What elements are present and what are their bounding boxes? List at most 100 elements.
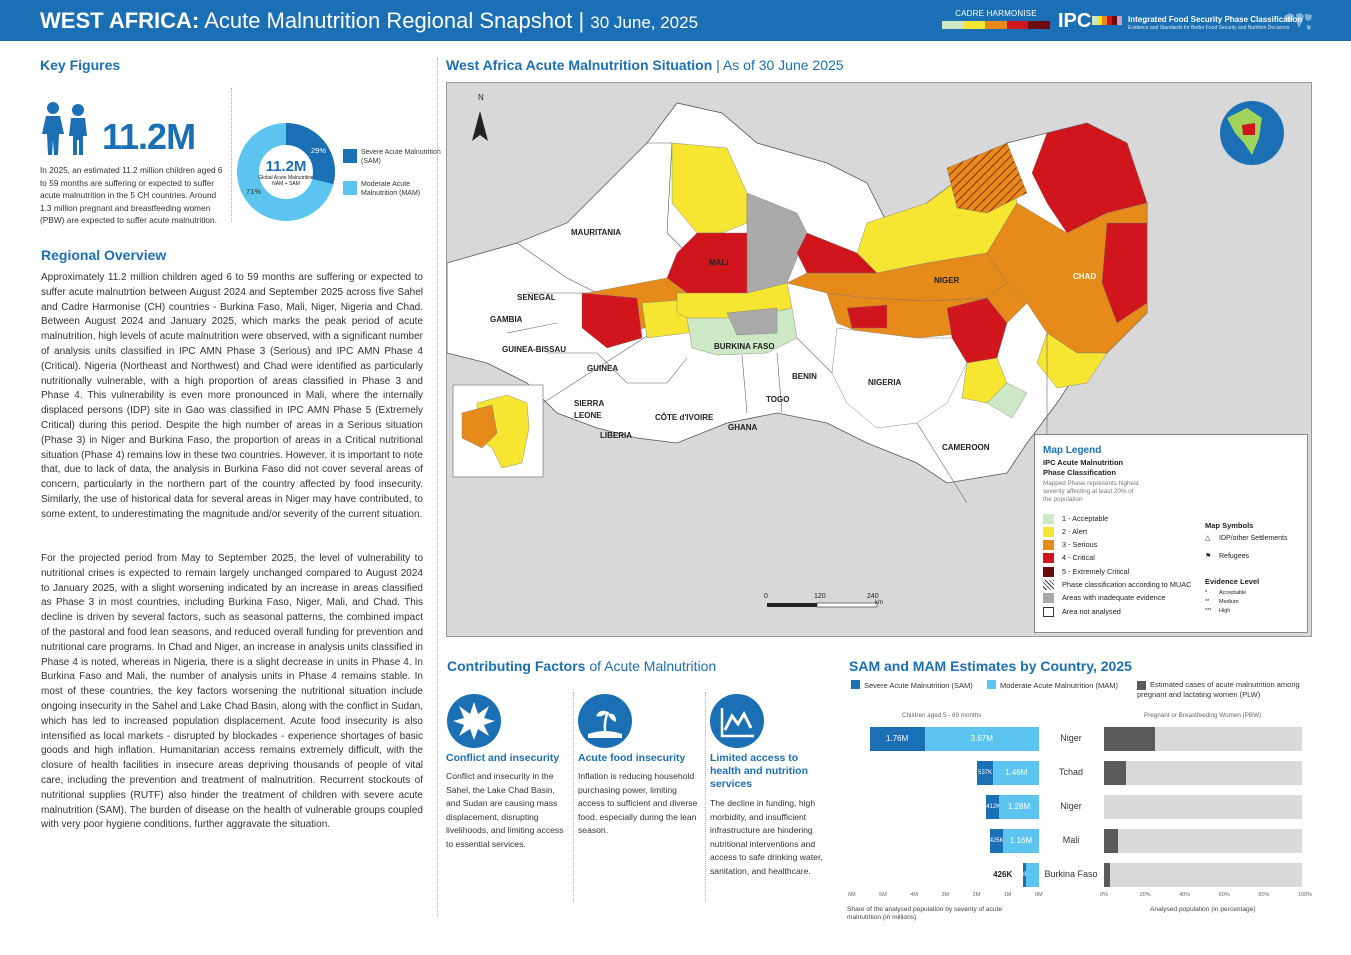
niger-tillaberi bbox=[796, 232, 878, 274]
label-nigeria: NIGERIA bbox=[868, 378, 902, 387]
legend-subtitle: IPC Acute Malnutrition Phase Classificat… bbox=[1043, 458, 1124, 477]
label-burkina-faso: BURKINA FASO bbox=[714, 342, 775, 351]
country-label: Burkina Faso bbox=[1044, 869, 1098, 879]
tick-label: 2M bbox=[972, 892, 981, 898]
bar-mam-label: 426K bbox=[993, 870, 1013, 879]
column-divider bbox=[437, 58, 438, 916]
legend-phase-4: 4 - Critical bbox=[1043, 553, 1095, 564]
north-label: N bbox=[478, 93, 484, 102]
factor-1-title: Conflict and insecurity bbox=[446, 752, 560, 764]
nigeria-northwest bbox=[846, 304, 888, 329]
bar-sam: 83K bbox=[1023, 863, 1026, 887]
donut-legend-sam: Severe Acute Malnutrition (SAM) bbox=[343, 148, 441, 166]
bar-mam bbox=[1025, 863, 1039, 887]
legend-title: Map Legend bbox=[1043, 445, 1102, 456]
bar-sam: 412K bbox=[986, 795, 1000, 819]
nigeria-east-acceptable bbox=[986, 382, 1028, 419]
legend-symbol-refugees: ⚑ Refugees bbox=[1205, 553, 1249, 560]
title-region: WEST AFRICA: bbox=[40, 8, 200, 33]
tick-label: 3M bbox=[941, 892, 950, 898]
tick-label: 60% bbox=[1218, 892, 1230, 898]
plw-bar bbox=[1104, 761, 1126, 785]
tick-label: 100% bbox=[1298, 892, 1313, 898]
legend-label-mam: Moderate Acute Malnutrition (MAM) bbox=[361, 181, 421, 197]
scale-unit: km bbox=[875, 600, 883, 606]
mali-north bbox=[671, 142, 748, 234]
estimates-sub-right: Pregnant or Breastfeeding Women (PBW) bbox=[1144, 712, 1262, 719]
map-svg bbox=[447, 101, 1284, 608]
estimates-legend-sam: Severe Acute Malnutrition (SAM) bbox=[851, 680, 973, 691]
ch-phase-bar bbox=[942, 21, 1050, 29]
legend-label-sam: Severe Acute Malnutrition (SAM) bbox=[361, 149, 441, 165]
estimates-heading: SAM and MAM Estimates by Country, 2025 bbox=[849, 658, 1132, 674]
donut-center: 11.2M Global Acute Malnutrition NAM + SA… bbox=[254, 158, 318, 187]
bar-sam: 537K bbox=[976, 761, 994, 785]
map-heading-bold: West Africa Acute Malnutrition Situation bbox=[446, 57, 713, 73]
title-separator: | bbox=[578, 8, 585, 33]
ipc-logo-letters: IPC bbox=[1058, 10, 1092, 32]
country-label: Tchad bbox=[1058, 767, 1084, 777]
donut-hole bbox=[260, 146, 312, 198]
bar-mam: 1.16M bbox=[1002, 829, 1039, 853]
legend-swatch-sam bbox=[343, 149, 357, 163]
niger-agadez bbox=[946, 142, 1028, 214]
country-label: Niger bbox=[1060, 733, 1082, 743]
estimates-sub-left: Children aged 5 - 69 months bbox=[902, 712, 982, 719]
inset-connector bbox=[542, 335, 648, 404]
label-mauritania: MAURITANIA bbox=[571, 228, 622, 237]
ipc-phase-squares bbox=[1092, 16, 1122, 25]
overview-paragraph-2: For the projected period from May to Sep… bbox=[41, 553, 423, 831]
key-figure-text: In 2025, an estimated 11.2 million child… bbox=[40, 165, 223, 225]
tick-label: 6M bbox=[848, 892, 856, 898]
factor-1-text: Conflict and insecurity in the Sahel, th… bbox=[446, 771, 564, 849]
divider bbox=[705, 692, 706, 902]
title-text: Acute Malnutrition Regional Snapshot bbox=[204, 8, 573, 33]
scale-bar-black bbox=[767, 603, 817, 607]
label-senegal: SENEGAL bbox=[517, 293, 556, 302]
ipc-name: Integrated Food Security Phase Classific… bbox=[1128, 15, 1303, 24]
donut-center-label: Global Acute Malnutrition NAM + SAM bbox=[258, 175, 314, 187]
tick-label: 40% bbox=[1179, 892, 1191, 898]
legend-phase-5: 5 - Extremely Critical bbox=[1043, 567, 1129, 578]
legend-inadequate: Areas with inadequate evidence bbox=[1043, 593, 1165, 604]
overview-paragraph-1: Approximately 11.2 million children aged… bbox=[41, 272, 423, 520]
tick-label: 1M bbox=[1003, 892, 1012, 898]
divider bbox=[573, 692, 574, 902]
situation-map: N 0 120 240 km MAURITANIA MALI NIGER CHA… bbox=[446, 82, 1312, 637]
estimates-legend-mam: Moderate Acute Malnutrition (MAM) bbox=[987, 680, 1118, 691]
legend-muac: Phase classification according to MUAC bbox=[1043, 580, 1191, 591]
label-chad: CHAD bbox=[1073, 272, 1097, 281]
map-legend: Map Legend IPC Acute Malnutrition Phase … bbox=[1034, 434, 1308, 633]
scale-120: 120 bbox=[814, 593, 826, 600]
legend-swatch-mam bbox=[343, 181, 357, 195]
estimates-legend-plw: Estimated cases of acute malnutrition am… bbox=[1137, 680, 1300, 699]
donut-legend-mam: Moderate Acute Malnutrition (MAM) bbox=[343, 180, 441, 198]
children-icon bbox=[42, 102, 87, 155]
tick-label: 5M bbox=[879, 892, 887, 898]
label-cameroon: CAMEROON bbox=[942, 443, 990, 452]
factors-heading-light: of Acute Malnutrition bbox=[589, 658, 717, 674]
legend-not-analysed: Area not analysed bbox=[1043, 607, 1121, 618]
bar-mam: 3.67M bbox=[924, 727, 1039, 751]
divider bbox=[231, 88, 232, 222]
scale-bar-white bbox=[816, 602, 878, 608]
plw-bar-background bbox=[1104, 863, 1302, 887]
legend-evidence-medium: ** Medium bbox=[1205, 599, 1239, 605]
country-borders bbox=[506, 292, 1048, 504]
label-gambia: GAMBIA bbox=[490, 315, 523, 324]
donut-sam-arc bbox=[237, 123, 335, 221]
north-arrow-icon bbox=[472, 111, 488, 141]
burkina-inadequate bbox=[726, 307, 778, 336]
map-heading: West Africa Acute Malnutrition Situation… bbox=[446, 57, 844, 73]
plw-bar bbox=[1104, 727, 1156, 751]
key-figure-number: 11.2M bbox=[102, 116, 196, 157]
label-mali: MALI bbox=[709, 258, 729, 267]
tick-label: 0% bbox=[1100, 892, 1108, 898]
plw-bar-background bbox=[1104, 829, 1302, 853]
scale-0: 0 bbox=[764, 593, 768, 600]
legend-symbols-title: Map Symbols bbox=[1205, 521, 1254, 530]
cadre-harmonise-logo: CADRE HARMONISE bbox=[942, 9, 1050, 29]
legend-evidence-title: Evidence Level bbox=[1205, 577, 1260, 586]
overview-heading: Regional Overview bbox=[41, 247, 167, 263]
idp-icon: △ bbox=[1205, 535, 1211, 542]
